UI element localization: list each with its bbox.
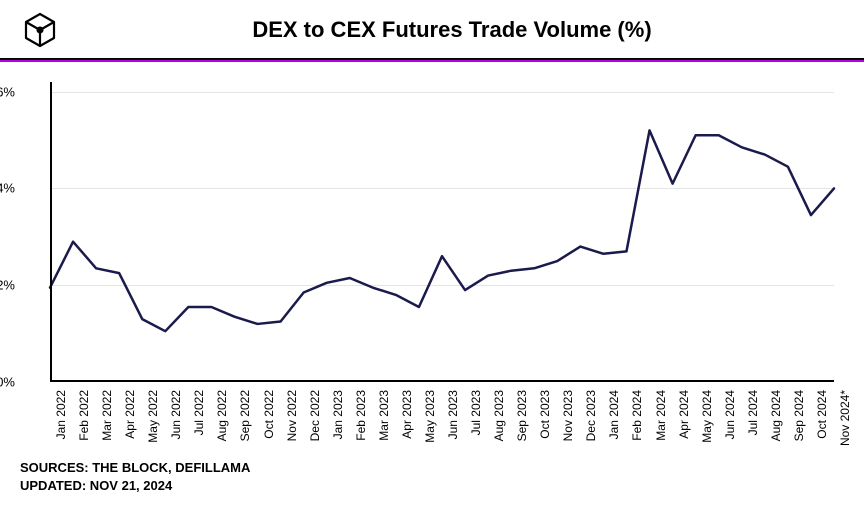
x-tick-label: Mar 2023	[377, 390, 391, 441]
chart-title: DEX to CEX Futures Trade Volume (%)	[60, 17, 844, 43]
x-tick-label: Apr 2024	[677, 390, 691, 439]
x-tick-label: Jan 2022	[54, 390, 68, 439]
header: DEX to CEX Futures Trade Volume (%)	[0, 0, 864, 60]
x-axis-labels: Jan 2022 Feb 2022 Mar 2022 Apr 2022 May 2022…	[50, 390, 834, 460]
x-tick-label: Jul 2024	[746, 390, 760, 435]
x-tick-label: Dec 2022	[308, 390, 322, 441]
logo-icon	[20, 10, 60, 50]
x-tick-label: Dec 2023	[584, 390, 598, 441]
x-tick-label: Sep 2022	[238, 390, 252, 441]
x-tick-label: Aug 2023	[492, 390, 506, 441]
y-tick-label: 0%	[0, 375, 15, 390]
y-tick-label: 4%	[0, 181, 15, 196]
source-attribution: SOURCES: THE BLOCK, DEFILLAMA UPDATED: N…	[20, 459, 250, 495]
x-tick-label: Jul 2022	[192, 390, 206, 435]
x-tick-label: Sep 2023	[515, 390, 529, 441]
x-tick-label: Mar 2022	[100, 390, 114, 441]
updated-text: UPDATED: NOV 21, 2024	[20, 477, 250, 495]
y-tick-label: 6%	[0, 84, 15, 99]
x-tick-label: Feb 2022	[77, 390, 91, 441]
x-tick-label: Jan 2024	[607, 390, 621, 439]
x-tick-label: Aug 2024	[769, 390, 783, 441]
x-tick-label: Nov 2023	[561, 390, 575, 441]
x-tick-label: Feb 2023	[354, 390, 368, 441]
x-tick-label: May 2023	[423, 390, 437, 443]
x-tick-label: Oct 2024	[815, 390, 829, 439]
sources-text: SOURCES: THE BLOCK, DEFILLAMA	[20, 459, 250, 477]
accent-line	[0, 60, 864, 62]
x-tick-label: Jan 2023	[331, 390, 345, 439]
x-tick-label: May 2022	[146, 390, 160, 443]
x-tick-label: Apr 2022	[123, 390, 137, 439]
x-tick-label: Aug 2022	[215, 390, 229, 441]
y-tick-label: 2%	[0, 278, 15, 293]
x-tick-label: Nov 2024*	[838, 390, 852, 446]
y-axis-line	[50, 82, 52, 382]
x-tick-label: Jul 2023	[469, 390, 483, 435]
x-tick-label: Jun 2024	[723, 390, 737, 439]
x-tick-label: Jun 2022	[169, 390, 183, 439]
x-axis-line	[50, 380, 834, 382]
x-tick-label: Oct 2023	[538, 390, 552, 439]
chart-plot-area: 0%2%4%6%	[50, 82, 834, 382]
line-series	[50, 82, 834, 382]
x-tick-label: May 2024	[700, 390, 714, 443]
x-tick-label: Mar 2024	[654, 390, 668, 441]
x-tick-label: Nov 2022	[285, 390, 299, 441]
x-tick-label: Apr 2023	[400, 390, 414, 439]
x-tick-label: Feb 2024	[630, 390, 644, 441]
x-tick-label: Oct 2022	[262, 390, 276, 439]
x-tick-label: Sep 2024	[792, 390, 806, 441]
x-tick-label: Jun 2023	[446, 390, 460, 439]
